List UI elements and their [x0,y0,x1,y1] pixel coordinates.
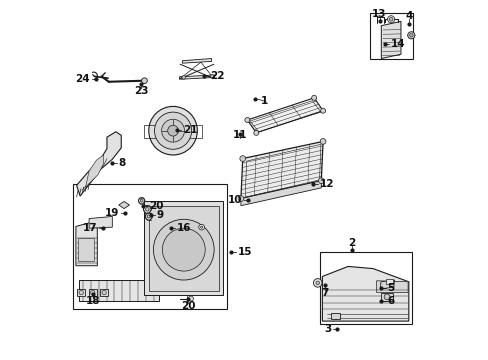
Polygon shape [182,59,211,63]
Circle shape [188,296,193,301]
Text: 1: 1 [260,96,267,107]
Text: 18: 18 [85,296,100,306]
Text: 13: 13 [371,9,386,19]
Polygon shape [376,281,407,293]
Circle shape [313,279,322,287]
Text: 7: 7 [320,288,327,298]
Circle shape [253,130,258,135]
Circle shape [320,108,325,113]
Polygon shape [380,280,394,289]
Polygon shape [322,266,408,321]
Text: 23: 23 [133,86,148,96]
Polygon shape [119,202,129,208]
Circle shape [198,224,204,230]
Circle shape [318,178,324,184]
Circle shape [90,291,95,295]
Circle shape [408,33,412,37]
Bar [78,238,94,261]
Bar [369,13,412,59]
Text: 15: 15 [237,247,251,257]
Bar [380,293,393,301]
Polygon shape [241,181,321,206]
Polygon shape [77,132,121,196]
Polygon shape [331,313,340,319]
Polygon shape [85,155,103,187]
Polygon shape [80,280,159,301]
Text: 21: 21 [183,125,197,135]
Circle shape [384,294,389,300]
Text: 10: 10 [227,195,242,204]
Bar [319,252,411,324]
Text: 12: 12 [319,179,333,189]
Bar [143,205,157,220]
Circle shape [79,291,83,295]
Circle shape [154,112,191,149]
Text: 11: 11 [232,130,247,140]
Circle shape [407,32,414,39]
Bar [385,279,393,284]
Polygon shape [89,216,112,228]
Circle shape [240,156,245,161]
Polygon shape [148,206,218,291]
Circle shape [162,228,205,271]
Bar [73,184,226,309]
Polygon shape [179,75,214,79]
Text: 14: 14 [390,39,405,49]
Text: 9: 9 [157,210,164,220]
Bar [88,289,97,296]
Text: 22: 22 [210,71,224,81]
Text: 19: 19 [104,208,119,218]
Polygon shape [76,223,97,266]
Polygon shape [241,141,323,199]
Circle shape [387,16,394,23]
Circle shape [147,215,150,218]
Circle shape [200,226,203,228]
Text: 24: 24 [76,74,90,84]
Circle shape [311,95,316,100]
Polygon shape [144,202,223,295]
Circle shape [167,125,178,136]
Text: 3: 3 [324,324,331,334]
Circle shape [320,139,325,144]
Circle shape [102,291,106,295]
Bar [77,289,85,296]
Polygon shape [197,227,205,234]
Circle shape [148,107,197,155]
Circle shape [238,196,244,202]
Text: 16: 16 [176,223,191,233]
Circle shape [153,219,214,280]
Text: 4: 4 [404,11,412,21]
Circle shape [140,199,143,202]
Circle shape [142,78,147,84]
Polygon shape [247,98,323,133]
Text: 8: 8 [119,158,126,168]
Text: 5: 5 [386,283,394,293]
Bar [100,289,108,296]
Circle shape [210,75,214,78]
Circle shape [145,207,149,211]
Circle shape [315,281,319,285]
Circle shape [145,213,152,220]
Circle shape [244,117,249,122]
Text: 17: 17 [82,223,97,233]
Circle shape [162,119,184,142]
Text: 6: 6 [386,296,394,306]
Text: 20: 20 [149,201,163,211]
Circle shape [182,76,185,79]
Text: 2: 2 [347,238,355,248]
Circle shape [138,198,144,204]
Circle shape [388,18,392,21]
Polygon shape [381,21,400,59]
Circle shape [143,205,151,213]
Text: 20: 20 [181,301,195,311]
